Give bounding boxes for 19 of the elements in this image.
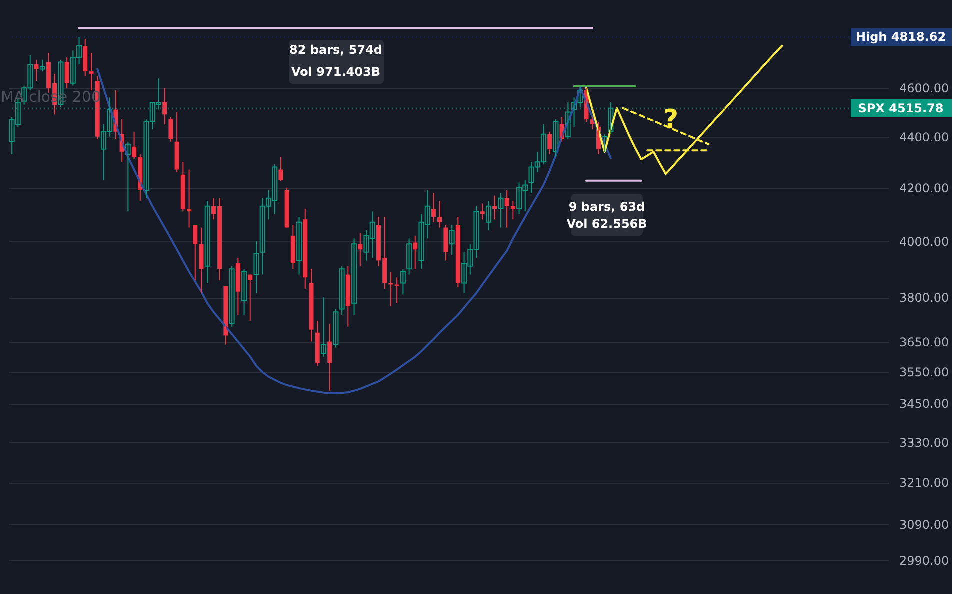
y-tick-label: 3550.00 [900, 366, 950, 380]
y-tick-label: 2990.00 [900, 554, 950, 568]
y-tick-label: 3450.00 [900, 397, 950, 412]
annotation: Vol 62.556B [566, 217, 648, 231]
annotation: 9 bars, 63d [568, 200, 646, 214]
y-tick-label: 3800.00 [900, 291, 950, 306]
y-tick-label: 4000.00 [900, 234, 950, 249]
ref-line-label: SPX 4515.78 [858, 101, 944, 116]
annotation: Vol 971.403B [292, 65, 380, 79]
y-tick-label: 3330.00 [900, 436, 950, 450]
y-tick-label: 4600.00 [900, 82, 950, 96]
y-tick-label: 3090.00 [900, 518, 950, 532]
annotation: ? [663, 105, 679, 135]
y-tick-label: 4400.00 [900, 130, 950, 144]
y-tick-label: 3650.00 [900, 335, 950, 350]
y-tick-label: 3210.00 [900, 476, 950, 490]
y-tick-label: 4200.00 [900, 181, 950, 196]
annotation: 82 bars, 574d [290, 43, 382, 57]
ref-line-label: High 4818.62 [856, 30, 946, 44]
